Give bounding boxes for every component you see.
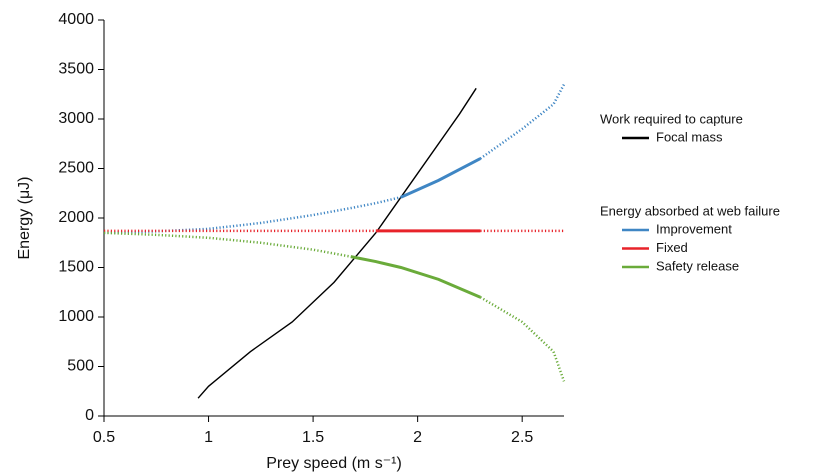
y-tick-label: 2500 — [58, 160, 94, 177]
x-tick-label: 1.5 — [302, 429, 324, 446]
legend-title: Energy absorbed at web failure — [600, 203, 780, 218]
line-segment — [479, 296, 566, 382]
y-tick-label: 0 — [85, 407, 94, 424]
x-tick-label: 1 — [204, 429, 213, 446]
line — [197, 87, 477, 399]
line-segment — [400, 157, 482, 199]
y-axis-title: Energy (μJ) — [16, 176, 33, 259]
y-tick-label: 3000 — [58, 110, 94, 127]
legend-label: Fixed — [656, 240, 688, 255]
line-segment — [479, 83, 566, 160]
x-tick-label: 0.5 — [93, 429, 115, 446]
line-segment — [350, 255, 481, 299]
y-tick-label: 4000 — [58, 11, 94, 28]
legend-label: Focal mass — [656, 129, 723, 144]
x-tick-label: 2 — [413, 429, 422, 446]
x-axis-title: Prey speed (m s⁻¹) — [266, 455, 402, 472]
y-tick-label: 1000 — [58, 308, 94, 325]
line-segment — [103, 231, 351, 258]
legend-label: Improvement — [656, 221, 732, 236]
y-tick-label: 500 — [67, 358, 94, 375]
y-tick-label: 3500 — [58, 61, 94, 78]
y-tick-label: 1500 — [58, 259, 94, 276]
line-segment — [103, 195, 402, 235]
x-tick-label: 2.5 — [511, 429, 533, 446]
y-tick-label: 2000 — [58, 209, 94, 226]
legend-label: Safety release — [656, 258, 739, 273]
legend-title: Work required to capture — [600, 111, 743, 126]
